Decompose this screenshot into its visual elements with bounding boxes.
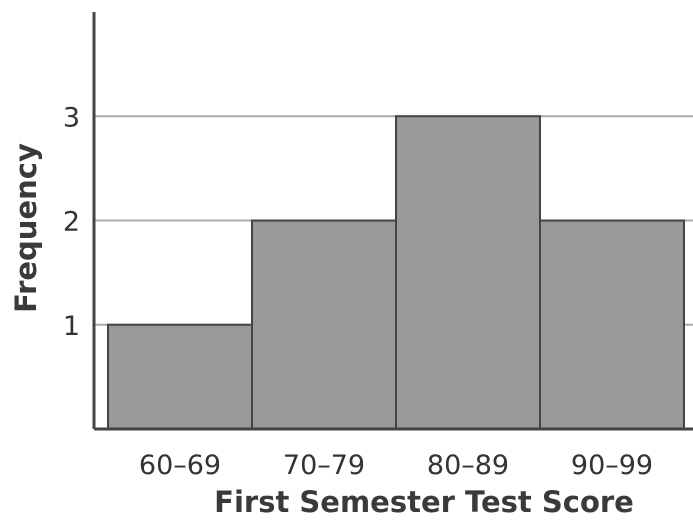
x-axis-title: First Semester Test Score: [214, 485, 634, 517]
y-tick-labels: 1 2 3: [63, 102, 80, 342]
y-axis-title: Frequency: [9, 143, 43, 313]
y-tick-label-2: 2: [63, 207, 80, 238]
bars: [107, 115, 685, 430]
x-tick-labels: 60–69 70–79 80–89 90–99: [139, 450, 653, 481]
bar-2: [251, 219, 397, 430]
x-tick-label-4: 90–99: [571, 450, 653, 481]
bar-3: [395, 115, 541, 430]
y-tick-label-3: 3: [63, 102, 80, 133]
x-tick-label-1: 60–69: [139, 450, 221, 481]
bar-1: [107, 323, 253, 430]
bar-4: [539, 219, 685, 430]
axes: [92, 12, 693, 431]
x-tick-label-2: 70–79: [283, 450, 365, 481]
x-tick-label-3: 80–89: [427, 450, 509, 481]
y-tick-label-1: 1: [63, 311, 80, 342]
